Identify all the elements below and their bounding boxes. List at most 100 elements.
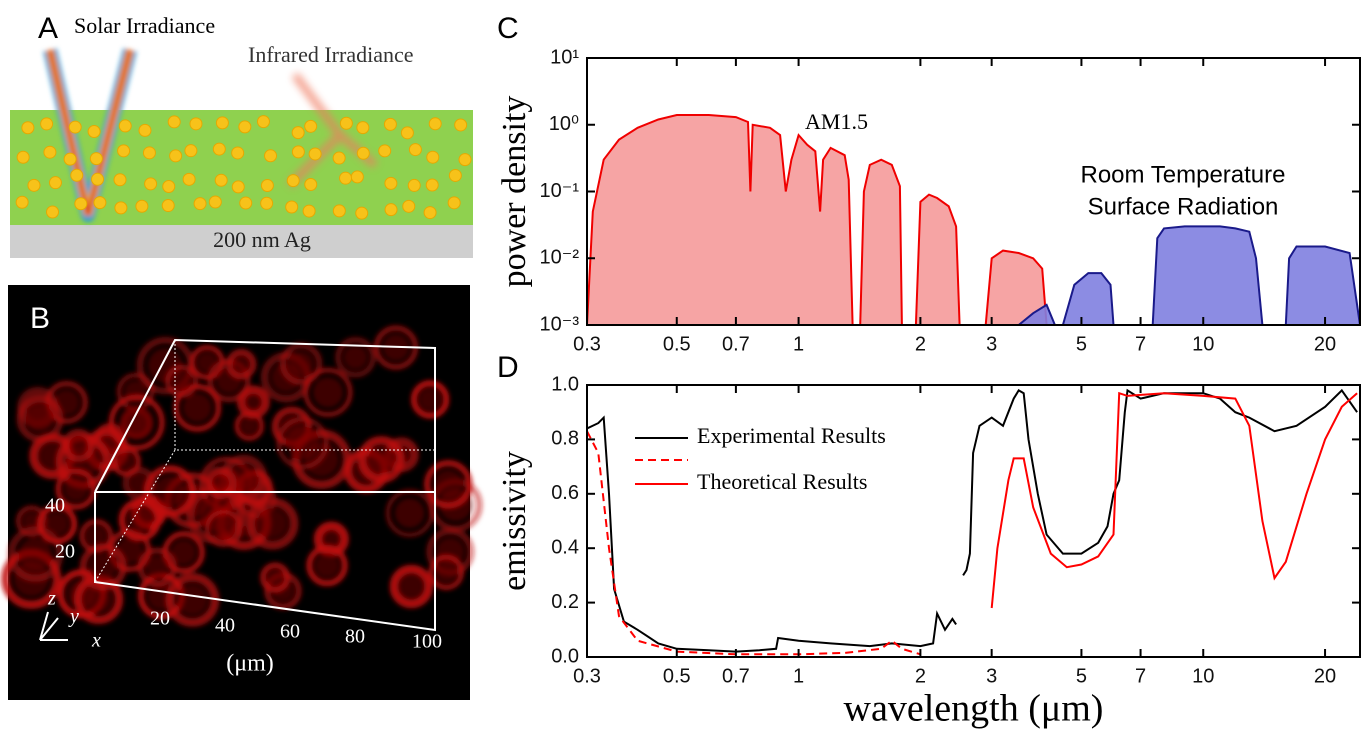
cell-core xyxy=(257,508,288,539)
x-tick-label: 5 xyxy=(1076,665,1087,687)
unit-label: (μm) xyxy=(226,651,274,677)
particle xyxy=(193,197,207,211)
particle xyxy=(114,201,128,215)
particle xyxy=(356,146,370,160)
x-tick-label: 10 xyxy=(1192,333,1214,355)
cell xyxy=(335,337,376,378)
x-tick-label: 100 xyxy=(412,631,442,653)
cell xyxy=(7,526,64,582)
particle xyxy=(302,204,316,218)
particle xyxy=(117,144,131,158)
particle xyxy=(135,199,149,213)
chart: 0.3 0.5 0.7 1 2 3 5 7 10 20 10¹ 10⁰ 10⁻¹ 10⁻² 10⁻³ Cpow… xyxy=(496,12,1361,355)
particle xyxy=(27,178,41,192)
particle xyxy=(144,177,158,191)
x-tick-label: 20 xyxy=(1314,333,1336,355)
particle xyxy=(118,119,132,133)
x-tick-label: 60 xyxy=(280,621,300,643)
particle xyxy=(264,149,278,163)
particle xyxy=(48,176,62,190)
cell-core xyxy=(89,552,118,581)
cell-core xyxy=(45,511,70,536)
particle xyxy=(291,126,305,140)
axis-name: y xyxy=(68,606,79,628)
cell-core xyxy=(212,516,236,541)
cell-core xyxy=(170,539,197,566)
particle xyxy=(63,152,77,166)
cell-core xyxy=(399,574,424,599)
substrate-label: 200 nm Ag xyxy=(213,227,311,252)
cell-core xyxy=(26,404,54,433)
y-tick-label: 0.6 xyxy=(551,482,579,504)
particle xyxy=(428,117,442,131)
legend-label: Theoretical Results xyxy=(697,469,867,494)
legend-label: Experimental Results xyxy=(697,423,886,448)
panel-label: A xyxy=(38,12,58,45)
cell xyxy=(279,342,323,386)
x-tick-label: 80 xyxy=(345,626,365,648)
cell xyxy=(165,364,199,398)
particle xyxy=(408,143,422,157)
particle xyxy=(332,204,346,218)
cell xyxy=(61,428,95,462)
particle xyxy=(231,146,245,160)
cell xyxy=(236,385,270,419)
x-tick-label: 0.5 xyxy=(663,333,691,355)
particle xyxy=(91,172,105,186)
particle xyxy=(458,153,472,167)
particle xyxy=(182,172,196,186)
cell xyxy=(410,380,450,419)
particle xyxy=(87,125,101,139)
particle xyxy=(70,168,84,182)
particle xyxy=(454,118,468,132)
cell-core xyxy=(182,392,213,423)
beam xyxy=(337,131,378,169)
cell-core xyxy=(127,507,153,533)
x-tick-label: 1 xyxy=(793,333,804,355)
cell-core xyxy=(176,584,209,616)
cell xyxy=(204,466,237,500)
cell xyxy=(357,436,405,484)
cell xyxy=(306,544,348,587)
cell xyxy=(118,498,162,542)
x-tick-label: 0.5 xyxy=(663,665,691,687)
cell xyxy=(424,460,473,509)
particle xyxy=(21,121,35,135)
particle xyxy=(425,178,439,192)
particles xyxy=(15,115,472,220)
cell-core xyxy=(394,497,425,529)
particle xyxy=(189,117,203,131)
cell-core xyxy=(322,529,341,549)
cell xyxy=(276,417,329,470)
y-tick-label: 10⁻³ xyxy=(540,313,580,335)
x-tick-label: 3 xyxy=(986,333,997,355)
cell xyxy=(246,497,299,550)
cell-core xyxy=(18,537,53,571)
cell xyxy=(303,367,353,417)
particle xyxy=(138,123,152,137)
cell xyxy=(108,394,165,451)
x-tick-label: 0.3 xyxy=(573,333,601,355)
particle xyxy=(256,115,270,129)
cell-core xyxy=(171,371,192,392)
area xyxy=(587,114,1048,325)
particle xyxy=(304,178,318,192)
y-tick-label: 10¹ xyxy=(550,46,579,68)
x-tick-label: 40 xyxy=(215,615,235,637)
particle xyxy=(355,206,369,220)
particle xyxy=(447,196,461,210)
cell-core xyxy=(145,555,169,579)
particle xyxy=(16,150,30,164)
cell-core xyxy=(86,525,107,547)
cell-core xyxy=(129,473,149,493)
cell-core xyxy=(22,511,41,531)
plot-frame xyxy=(586,384,1361,658)
beam xyxy=(291,72,344,138)
plot-area xyxy=(587,114,1360,325)
y-tick-label: 0.4 xyxy=(551,536,579,558)
cell-core xyxy=(211,474,230,492)
particle xyxy=(15,195,29,209)
x-tick-label: 3 xyxy=(986,665,997,687)
